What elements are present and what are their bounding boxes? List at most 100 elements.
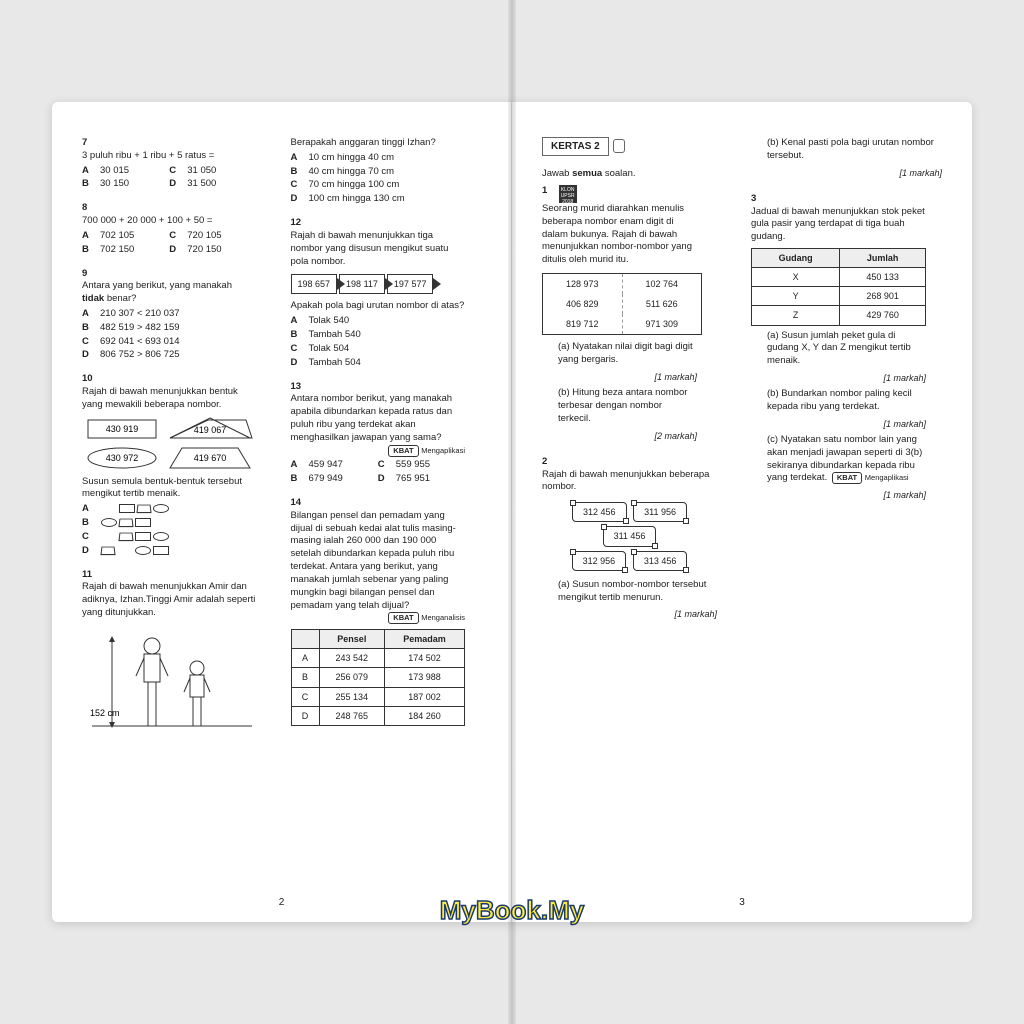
question-13: 13 Antara nombor berikut, yang manakah a… (291, 381, 482, 488)
q12-arrow3: 197 577 (387, 274, 434, 294)
q12-number: 12 (291, 217, 305, 230)
jawab-text: Jawab (542, 168, 572, 179)
question-9: 9 Antara yang berikut, yang manakah tida… (82, 268, 273, 364)
nb-20: 819 712 (543, 314, 623, 334)
question-14: 14 Bilangan pensel dan pemadam yang diju… (291, 497, 482, 730)
k2q3-r0c0: X (752, 268, 840, 287)
card-3: 312 956 (572, 551, 627, 571)
q12-text2: Apakah pola bagi urutan nombor di atas? (291, 300, 465, 311)
q7-optB: 30 150 (100, 178, 129, 191)
q7-optC: 31 050 (187, 165, 216, 178)
q10-trap-label: 419 670 (194, 453, 227, 463)
q11-height-label: 152 cm (90, 708, 120, 718)
q14-r2c1: 255 134 (319, 687, 385, 706)
q7-text: 3 puluh ribu + 1 ribu + 5 ratus = (82, 150, 214, 161)
k2q3b-label: (b) (767, 388, 779, 399)
q10-shapes-svg: 430 919 419 067 430 972 419 670 (82, 416, 262, 472)
q10-shape-options: A B C D (82, 503, 257, 557)
q8-optD: 720 150 (187, 244, 221, 257)
book-spread: 7 3 puluh ribu + 1 ribu + 5 ratus = A30 … (52, 102, 972, 922)
q7-optA: 30 015 (100, 165, 129, 178)
q14-r1c2: 173 988 (385, 668, 465, 687)
q9-text: Antara yang berikut, yang manakah (82, 280, 232, 291)
k2q1a-mark: [1 markah] (542, 371, 697, 383)
jawab-bold: semua (572, 168, 602, 179)
q12-optC: Tolak 504 (309, 343, 350, 356)
k2q3c-label: (c) (767, 434, 778, 445)
q12-arrow2: 198 117 (339, 274, 385, 294)
k2q3-r1c0: Y (752, 287, 840, 306)
k2q1-text: Seorang murid diarahkan menulis beberapa… (542, 203, 692, 265)
k2q2b-mark: [1 markah] (751, 167, 942, 179)
k2q2-text: Rajah di bawah menunjukkan beberapa nomb… (542, 469, 709, 493)
k2q3a-label: (a) (767, 330, 779, 341)
jawab-text2: soalan. (602, 168, 635, 179)
question-k2-3: 3 Jadual di bawah menunjukkan stok peket… (751, 193, 942, 506)
q14-r1c0: B (291, 668, 319, 687)
q8-text: 700 000 + 20 000 + 100 + 50 = (82, 215, 212, 226)
right-page-col1: KERTAS 2 Jawab semua soalan. 1 KLONUPSR2… (542, 137, 733, 897)
right-page-number: 3 (739, 897, 745, 908)
q14-r2c0: C (291, 687, 319, 706)
q13-kbat: KBAT (388, 445, 418, 457)
q10-text2: Susun semula bentuk-bentuk tersebut meng… (82, 476, 242, 500)
q13-optA: 459 947 (309, 459, 343, 472)
q14-r3c1: 248 765 (319, 706, 385, 725)
q14-r3c0: D (291, 706, 319, 725)
k2q3-r2c1: 429 760 (840, 306, 926, 325)
nb-10: 406 829 (543, 294, 623, 314)
left-page-col2: Berapakah anggaran tinggi Izhan? A 10 cm … (291, 137, 482, 897)
k2q3-r2c0: Z (752, 306, 840, 325)
k2q2b-text: Kenal pasti pola bagi urutan nombor ters… (767, 137, 934, 161)
k2q3-table: GudangJumlah X450 133 Y268 901 Z429 760 (751, 248, 926, 326)
k2q1-notebook: 128 973102 764 406 829511 626 819 712971… (542, 273, 702, 335)
q10-rect-label: 430 919 (106, 424, 139, 434)
k2q3-h1: Jumlah (840, 249, 926, 268)
q14-r0c2: 174 502 (385, 649, 465, 668)
question-8: 8 700 000 + 20 000 + 100 + 50 = A702 105… (82, 202, 273, 257)
k2q1-number: 1 (542, 185, 556, 198)
q14-r0c0: A (291, 649, 319, 668)
k2q2b-label: (b) (767, 137, 779, 148)
question-7: 7 3 puluh ribu + 1 ribu + 5 ratus = A30 … (82, 137, 273, 192)
book-spine (508, 102, 516, 922)
question-11b: Berapakah anggaran tinggi Izhan? A10 cm … (291, 137, 482, 207)
k2q3-text: Jadual di bawah menunjukkan stok peket g… (751, 206, 925, 243)
k2q3c-kbat: KBAT (832, 472, 862, 484)
card-1: 311 956 (633, 502, 687, 522)
q14-r0c1: 243 542 (319, 649, 385, 668)
q12-optA: Tolak 540 (309, 315, 350, 328)
kertas2-header: KERTAS 2 (542, 137, 733, 162)
q14-h1: Pensel (319, 630, 385, 649)
k2q3b-mark: [1 markah] (751, 418, 926, 430)
k2q1a-label: (a) (558, 341, 570, 352)
q11b-optD: 100 cm hingga 130 cm (309, 193, 405, 206)
q10-oval-label: 430 972 (106, 453, 139, 463)
q11-text: Rajah di bawah menunjukkan Amir dan adik… (82, 581, 255, 618)
q14-h2: Pemadam (385, 630, 465, 649)
q14-r1c1: 256 079 (319, 668, 385, 687)
q13-optC: 559 955 (396, 459, 430, 472)
question-11: 11 Rajah di bawah menunjukkan Amir dan a… (82, 569, 273, 742)
question-k2-2: 2 Rajah di bawah menunjukkan beberapa no… (542, 456, 733, 625)
q10-shapes: 430 919 419 067 430 972 419 670 (82, 416, 257, 472)
nb-01: 102 764 (623, 274, 702, 294)
q8-optA: 702 105 (100, 230, 134, 243)
question-k2-1: 1 KLONUPSR2018 Seorang murid diarahkan m… (542, 185, 733, 446)
q14-kbat-label: Menganalisis (421, 613, 465, 622)
q10-tri-label: 419 067 (194, 425, 227, 435)
k2q2-cards: 312 456 311 956 311 456 312 956 313 456 (542, 500, 717, 572)
q8-number: 8 (82, 202, 96, 215)
nb-21: 971 309 (623, 314, 702, 334)
k2q2-number: 2 (542, 456, 556, 469)
q12-optD: Tambah 504 (309, 357, 361, 370)
k2q3b-text: Bundarkan nombor paling kecil kepada rib… (767, 388, 912, 412)
q13-number: 13 (291, 381, 305, 394)
q11b-optA: 10 cm hingga 40 cm (309, 152, 395, 165)
left-page-col1: 7 3 puluh ribu + 1 ribu + 5 ratus = A30 … (82, 137, 273, 897)
page-left: 7 3 puluh ribu + 1 ribu + 5 ratus = A30 … (52, 102, 512, 922)
q12-arrows: 198 657 198 117 197 577 (291, 274, 466, 294)
q11b-text: Berapakah anggaran tinggi Izhan? (291, 137, 436, 148)
watermark: MyBook.My (440, 895, 584, 926)
q11b-optC: 70 cm hingga 100 cm (309, 179, 400, 192)
